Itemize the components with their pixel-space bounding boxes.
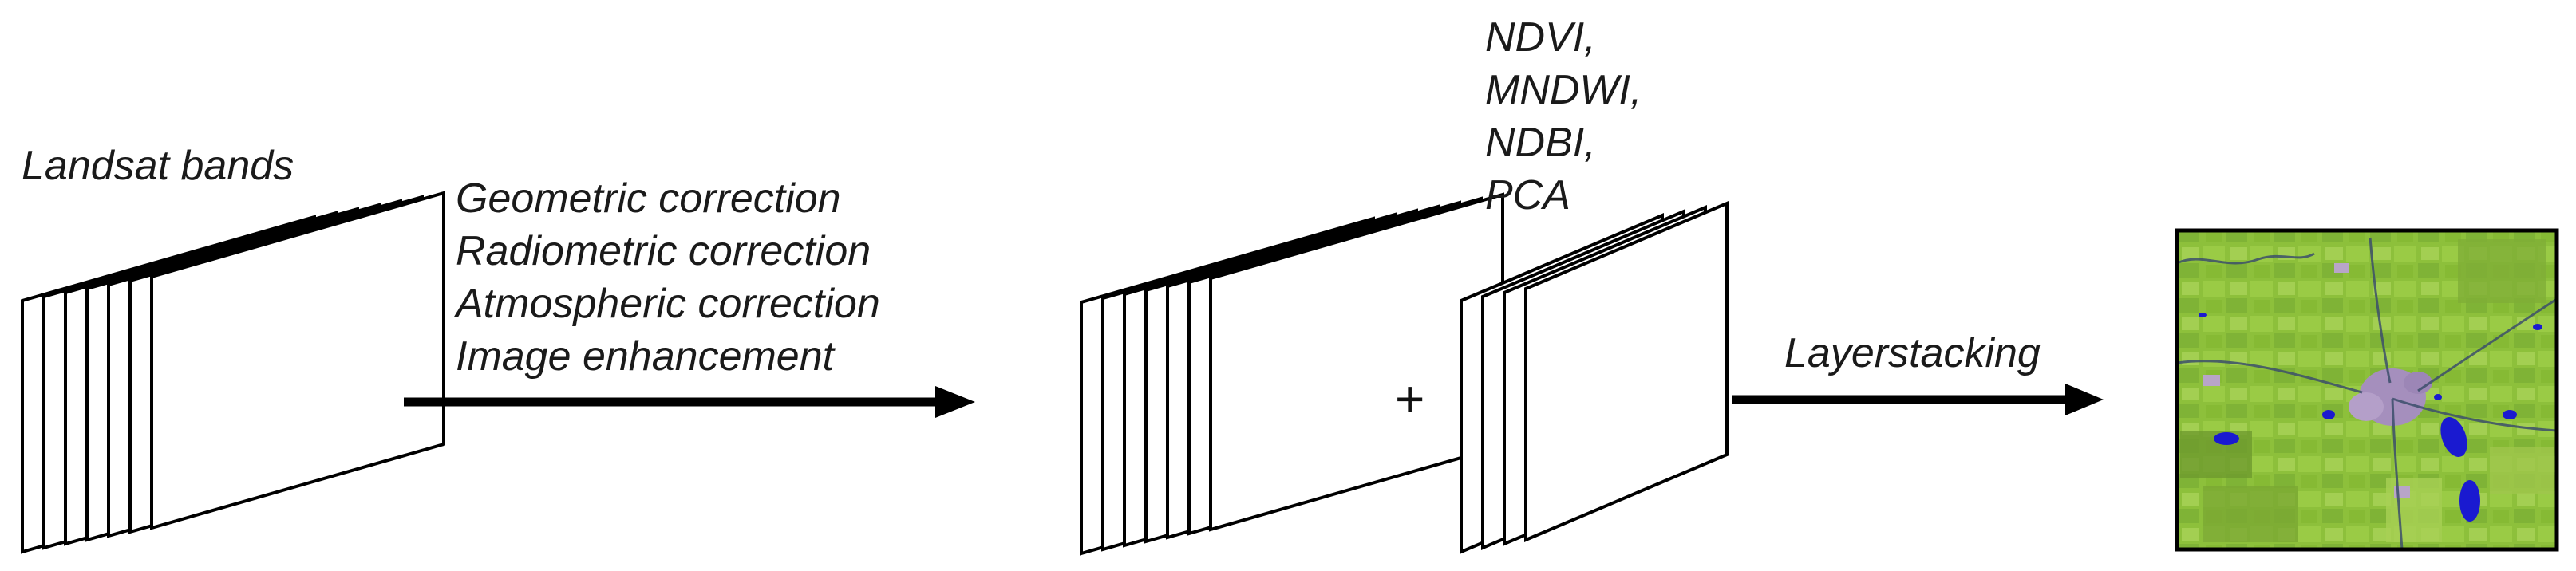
corrected-bands-stack bbox=[1080, 192, 1504, 556]
preprocessing-step-1: Geometric correction bbox=[456, 175, 841, 222]
preprocessing-step-2: Radiometric correction bbox=[456, 228, 871, 274]
preprocessing-arrow-icon bbox=[404, 386, 975, 418]
preprocessing-step-4: Image enhancement bbox=[456, 333, 836, 380]
landsat-bands-stack bbox=[21, 191, 445, 554]
satellite-image-thumbnail bbox=[2175, 228, 2559, 552]
band-sheet-7 bbox=[150, 191, 445, 530]
index-sheet-4 bbox=[1524, 200, 1729, 543]
index-label-ndbi: NDBI, bbox=[1485, 120, 1596, 166]
urban-area bbox=[2203, 263, 2432, 498]
corrected-sheet-7 bbox=[1209, 192, 1504, 532]
layerstacking-arrow-icon bbox=[1732, 384, 2104, 415]
landsat-bands-label: Landsat bands bbox=[22, 143, 294, 189]
index-label-mndwi: MNDWI, bbox=[1485, 67, 1642, 113]
preprocessing-step-3: Atmospheric correction bbox=[453, 281, 880, 327]
index-label-ndvi: NDVI, bbox=[1485, 14, 1596, 61]
indices-labels: NDVI, MNDWI, NDBI, PCA bbox=[1485, 14, 1642, 219]
layerstacking-label: Layerstacking bbox=[1784, 330, 2041, 376]
indices-stack bbox=[1460, 200, 1729, 555]
plus-symbol: + bbox=[1395, 370, 1424, 427]
preprocessing-labels: Geometric correction Radiometric correct… bbox=[453, 175, 880, 380]
water-bodies bbox=[2199, 313, 2542, 522]
index-label-pca: PCA bbox=[1485, 172, 1570, 219]
